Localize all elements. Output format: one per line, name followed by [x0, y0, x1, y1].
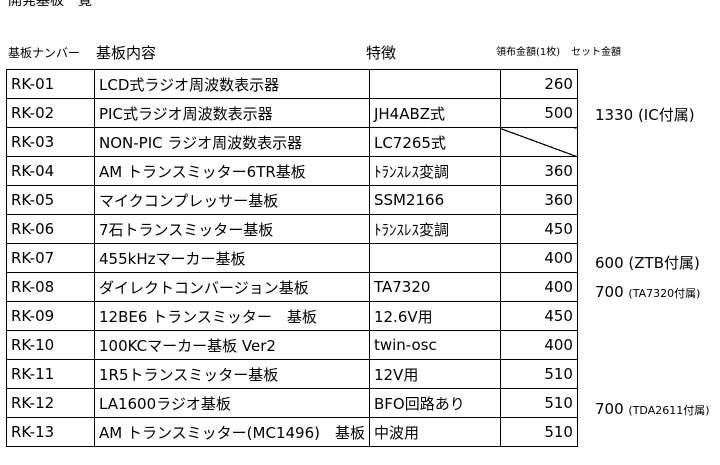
table-row: RK-03 NON-PIC ラジオ周波数表示器 LC7265式	[6, 127, 578, 157]
price-cell: 260	[499, 69, 578, 99]
table-row: RK-09 12BE6 トランスミッター 基板 12.6V用 450	[6, 301, 578, 331]
feature-cell: ﾄﾗﾝｽﾚｽ変調	[368, 214, 501, 244]
board-number-cell: RK-12	[6, 388, 95, 418]
board-content-cell: PIC式ラジオ周波数表示器	[94, 98, 370, 128]
price-cell: 450	[499, 301, 578, 331]
price-cell: 450	[499, 214, 578, 244]
feature-cell: LC7265式	[368, 127, 501, 157]
set-price-value: 700	[595, 283, 629, 301]
board-content-cell: 7石トランスミッター基板	[94, 214, 370, 244]
price-cell-struck	[499, 127, 578, 157]
feature-cell: 12V用	[368, 359, 501, 389]
board-content-cell: 455kHzマーカー基板	[94, 243, 370, 273]
set-price-rk-02: 1330 (IC付属)	[595, 106, 695, 124]
price-cell: 400	[499, 272, 578, 302]
feature-cell: twin-osc	[368, 330, 501, 360]
board-number-cell: RK-10	[6, 330, 95, 360]
board-content-cell: LA1600ラジオ基板	[94, 388, 370, 418]
price-cell: 360	[499, 156, 578, 186]
board-content-cell: ダイレクトコンバージョン基板	[94, 272, 370, 302]
table-row: RK-07 455kHzマーカー基板 400	[6, 243, 578, 273]
set-price-value: 700	[595, 400, 629, 418]
price-cell: 360	[499, 185, 578, 215]
header-set-price: セット金額	[571, 47, 621, 58]
set-price-rk-08: 700 (TA7320付属)	[595, 282, 700, 304]
board-number-cell: RK-06	[6, 214, 95, 244]
header-unit-price: 領布金額(1枚)	[496, 47, 561, 58]
price-cell: 510	[499, 388, 578, 418]
header-board-content: 基板内容	[96, 44, 157, 62]
feature-cell	[368, 69, 501, 99]
board-table: RK-01 LCD式ラジオ周波数表示器 260 RK-02 PIC式ラジオ周波数…	[6, 69, 578, 447]
board-number-cell: RK-05	[6, 185, 95, 215]
header-board-number: 基板ナンバー	[8, 46, 81, 60]
set-price-rk-12: 700 (TDA2611付属)	[595, 399, 710, 421]
board-content-cell: 12BE6 トランスミッター 基板	[94, 301, 370, 331]
table-row: RK-10 100KCマーカー基板 Ver2 twin-osc 400	[6, 330, 578, 360]
price-cell: 510	[499, 417, 578, 447]
feature-cell: JH4ABZ式	[368, 98, 501, 128]
header-feature: 特徴	[366, 44, 397, 62]
table-row: RK-12 LA1600ラジオ基板 BFO回路あり 510	[6, 388, 578, 418]
table-row: RK-05 マイクコンプレッサー基板 SSM2166 360	[6, 185, 578, 215]
board-number-cell: RK-01	[6, 69, 95, 99]
board-content-cell: AM トランスミッター(MC1496) 基板	[94, 417, 370, 447]
feature-cell: SSM2166	[368, 185, 501, 215]
board-content-cell: 100KCマーカー基板 Ver2	[94, 330, 370, 360]
price-cell: 400	[499, 330, 578, 360]
board-content-cell: マイクコンプレッサー基板	[94, 185, 370, 215]
board-number-cell: RK-02	[6, 98, 95, 128]
set-price-note: (TA7320付属)	[628, 287, 701, 300]
board-number-cell: RK-09	[6, 301, 95, 331]
feature-cell	[368, 243, 501, 273]
table-row: RK-08 ダイレクトコンバージョン基板 TA7320 400	[6, 272, 578, 302]
table-row: RK-04 AM トランスミッター6TR基板 ﾄﾗﾝｽﾚｽ変調 360	[6, 156, 578, 186]
board-content-cell: 1R5トランスミッター基板	[94, 359, 370, 389]
board-content-cell: LCD式ラジオ周波数表示器	[94, 69, 370, 99]
board-number-cell: RK-04	[6, 156, 95, 186]
page-title: 開発基板一覧	[8, 0, 92, 9]
table-row: RK-06 7石トランスミッター基板 ﾄﾗﾝｽﾚｽ変調 450	[6, 214, 578, 244]
set-price-note: (TDA2611付属)	[628, 404, 710, 417]
feature-cell: 12.6V用	[368, 301, 501, 331]
table-row: RK-11 1R5トランスミッター基板 12V用 510	[6, 359, 578, 389]
price-cell: 510	[499, 359, 578, 389]
table-row: RK-13 AM トランスミッター(MC1496) 基板 中波用 510	[6, 417, 578, 447]
feature-cell: BFO回路あり	[368, 388, 501, 418]
board-content-cell: NON-PIC ラジオ周波数表示器	[94, 127, 370, 157]
board-number-cell: RK-07	[6, 243, 95, 273]
feature-cell: TA7320	[368, 272, 501, 302]
table-row: RK-01 LCD式ラジオ周波数表示器 260	[6, 69, 578, 99]
board-number-cell: RK-08	[6, 272, 95, 302]
price-cell: 500	[499, 98, 578, 128]
board-content-cell: AM トランスミッター6TR基板	[94, 156, 370, 186]
board-number-cell: RK-03	[6, 127, 95, 157]
board-number-cell: RK-11	[6, 359, 95, 389]
price-cell: 400	[499, 243, 578, 273]
set-price-rk-07: 600 (ZTB付属)	[595, 254, 700, 272]
feature-cell: 中波用	[368, 417, 501, 447]
board-number-cell: RK-13	[6, 417, 95, 447]
feature-cell: ﾄﾗﾝｽﾚｽ変調	[368, 156, 501, 186]
table-row: RK-02 PIC式ラジオ周波数表示器 JH4ABZ式 500	[6, 98, 578, 128]
